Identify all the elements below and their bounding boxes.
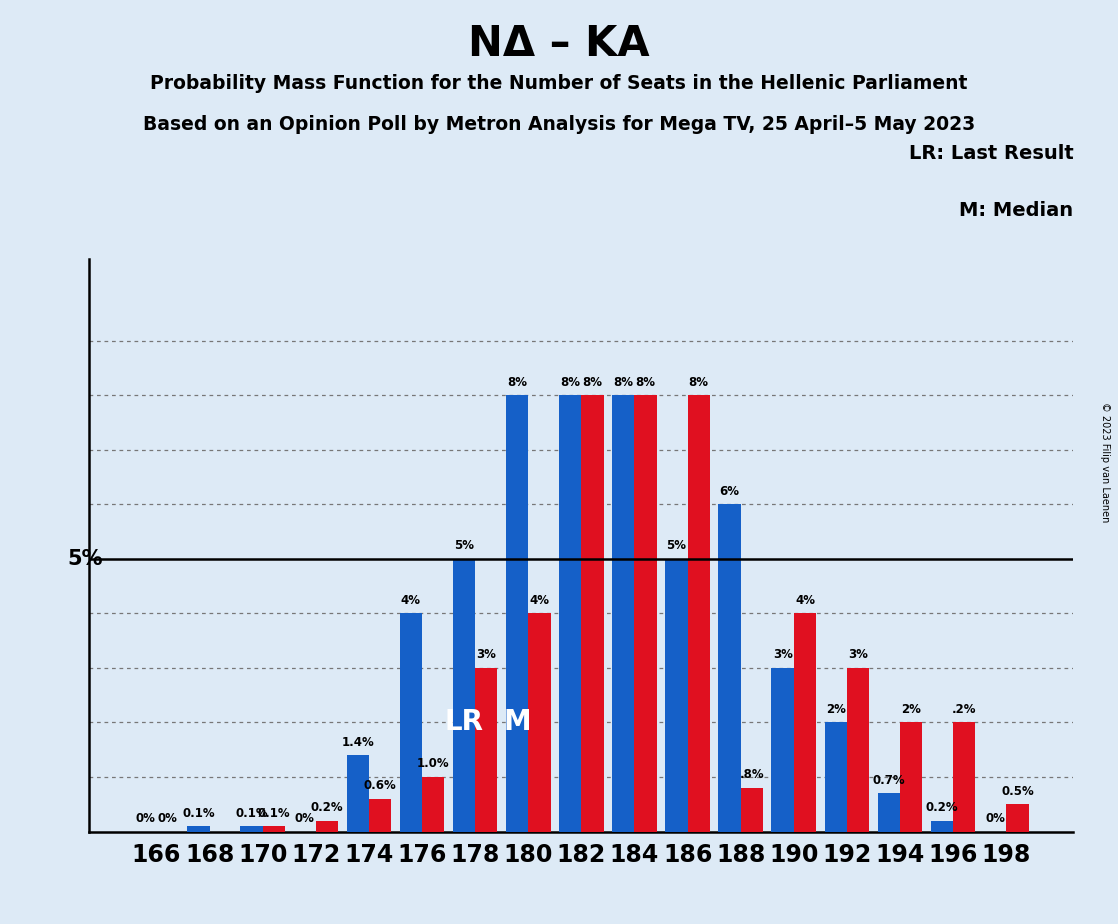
Text: 1.0%: 1.0% [417,758,449,771]
Text: © 2023 Filip van Laenen: © 2023 Filip van Laenen [1100,402,1110,522]
Bar [794,614,816,832]
Text: 5%: 5% [68,549,103,569]
Text: 8%: 8% [560,375,580,389]
Bar [771,668,794,832]
Bar [240,826,263,832]
Text: Probability Mass Function for the Number of Seats in the Hellenic Parliament: Probability Mass Function for the Number… [150,74,968,93]
Text: NΔ – KA: NΔ – KA [468,23,650,65]
Bar [825,723,847,832]
Text: .2%: .2% [953,703,976,716]
Bar [665,559,688,832]
Text: 2%: 2% [901,703,921,716]
Text: M: M [503,709,531,736]
Text: 5%: 5% [454,540,474,553]
Text: 8%: 8% [582,375,603,389]
Text: Based on an Opinion Poll by Metron Analysis for Mega TV, 25 April–5 May 2023: Based on an Opinion Poll by Metron Analy… [143,115,975,134]
Text: 3%: 3% [849,649,868,662]
Bar [263,826,285,832]
Bar [954,723,975,832]
Text: 0.1%: 0.1% [235,807,268,820]
Text: 0.7%: 0.7% [872,774,906,787]
Bar [878,794,900,832]
Bar [506,395,528,832]
Bar [581,395,604,832]
Bar [453,559,475,832]
Text: 1.4%: 1.4% [341,736,375,748]
Text: 6%: 6% [720,485,739,498]
Bar [847,668,869,832]
Text: 8%: 8% [508,375,527,389]
Text: 8%: 8% [689,375,709,389]
Text: 3%: 3% [773,649,793,662]
Text: 8%: 8% [614,375,633,389]
Bar [369,799,391,832]
Text: 4%: 4% [530,594,549,607]
Text: 0%: 0% [135,812,155,825]
Text: 0.2%: 0.2% [926,801,958,814]
Bar [613,395,635,832]
Bar [559,395,581,832]
Text: 0.1%: 0.1% [257,807,291,820]
Text: 2%: 2% [826,703,845,716]
Bar [421,777,444,832]
Text: 0.1%: 0.1% [182,807,215,820]
Text: .8%: .8% [739,769,765,782]
Text: 0%: 0% [985,812,1005,825]
Text: 0%: 0% [158,812,178,825]
Bar [719,505,741,832]
Text: 5%: 5% [666,540,686,553]
Text: M: Median: M: Median [959,201,1073,221]
Bar [400,614,421,832]
Bar [528,614,550,832]
Text: 3%: 3% [476,649,496,662]
Text: 0.2%: 0.2% [311,801,343,814]
Text: LR: Last Result: LR: Last Result [909,144,1073,164]
Bar [900,723,922,832]
Bar [315,821,338,832]
Text: 0.6%: 0.6% [363,779,397,792]
Text: 0%: 0% [295,812,314,825]
Bar [475,668,498,832]
Text: 8%: 8% [636,375,655,389]
Bar [931,821,954,832]
Text: 0.5%: 0.5% [1001,784,1034,797]
Bar [635,395,656,832]
Bar [347,755,369,832]
Bar [1006,804,1029,832]
Bar [688,395,710,832]
Bar [741,788,762,832]
Text: 4%: 4% [795,594,815,607]
Bar [188,826,209,832]
Text: 4%: 4% [401,594,420,607]
Text: LR: LR [445,709,483,736]
